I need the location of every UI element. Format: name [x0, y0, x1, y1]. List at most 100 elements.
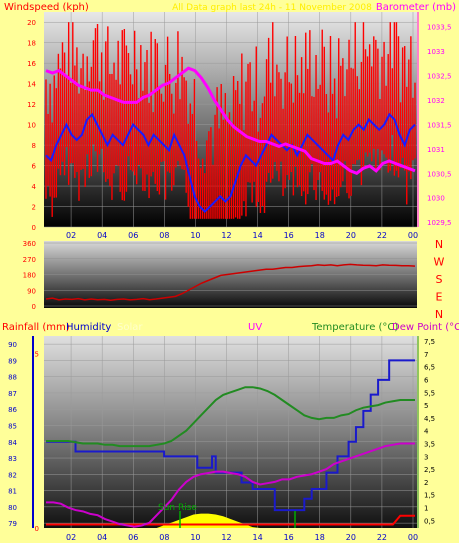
windspeed-tick-label: 2 — [32, 204, 36, 212]
direction-tick-label: 360 — [23, 240, 36, 248]
windspeed-tick-label: 0 — [32, 224, 36, 232]
barometer-axis-title: Barometer (mb) — [376, 2, 456, 13]
windspeed-axis-title: Windspeed (kph) — [4, 2, 89, 13]
direction-axis-ticks: 0 90 180 270 360 — [23, 240, 36, 311]
x-tick-label: 14 — [252, 533, 262, 542]
humidity-axis-ticks: 79 80 81 82 83 84 85 86 87 88 89 90 — [8, 341, 17, 528]
barometer-axis-ticks: 1029,5 1030 1030,5 1031 1031,5 1032 1032,5 1033… — [427, 24, 452, 227]
windspeed-axis-ticks: 0 2 4 6 8 10 12 14 16 18 20 — [27, 19, 36, 232]
humidity-tick-label: 85 — [8, 422, 17, 430]
chart-title: All Data graph last 24h - 11 November 20… — [172, 3, 372, 13]
direction-tick-label: 0 — [32, 303, 36, 311]
x-tick-label: 06 — [128, 533, 138, 542]
x-tick-label: 22 — [377, 231, 387, 240]
compass-letter: W — [434, 256, 445, 269]
dewpoint-axis-title: Dew Point (°C) — [392, 322, 459, 333]
temp-tick-label: 5 — [424, 402, 428, 410]
humidity-tick-label: 90 — [8, 341, 17, 349]
barometer-tick-label: 1030 — [427, 195, 445, 203]
rainfall-axis-title: Rainfall (mm) — [2, 322, 70, 333]
humidity-line — [46, 359, 415, 512]
temperature-axis-title: Temperature (°C) — [311, 322, 398, 333]
temp-tick-label: 5,5 — [424, 389, 435, 397]
humidity-tick-label: 80 — [8, 504, 17, 512]
uv-axis-title: UV — [248, 322, 262, 333]
x-tick-label: 16 — [284, 231, 294, 240]
barometer-tick-label: 1030,5 — [427, 170, 452, 178]
rain-tick-label: 5 — [35, 350, 39, 358]
temp-tick-label: 1 — [424, 505, 428, 513]
x-tick-label: 08 — [159, 533, 169, 542]
x-tick-label: 02 — [66, 231, 76, 240]
windspeed-tick-label: 14 — [27, 81, 36, 89]
solar-axis-title: Solar — [117, 322, 143, 333]
x-tick-label: 02 — [66, 533, 76, 542]
x-tick-label: 20 — [346, 533, 356, 542]
temp-tick-label: 0,5 — [424, 517, 435, 525]
x-tick-label: 22 — [377, 533, 387, 542]
temp-tick-label: 3 — [424, 453, 428, 461]
humidity-tick-label: 82 — [8, 471, 17, 479]
windspeed-line — [45, 112, 416, 214]
x-tick-label: 18 — [315, 231, 325, 240]
humidity-tick-label: 88 — [8, 374, 17, 382]
temp-tick-label: 3,5 — [424, 441, 435, 449]
rain-axis-ticks: 05 — [35, 350, 39, 533]
x-tick-label: 10 — [190, 533, 200, 542]
humidity-tick-label: 86 — [8, 406, 17, 414]
humidity-tick-label: 83 — [8, 455, 17, 463]
compass-letter: S — [436, 273, 443, 286]
temp-tick-label: 7,5 — [424, 338, 435, 346]
compass-letter: E — [436, 291, 443, 304]
solar-area — [46, 513, 415, 528]
temp-tick-label: 7 — [424, 351, 428, 359]
windspeed-tick-label: 12 — [27, 101, 36, 109]
x-tick-label: 06 — [128, 231, 138, 240]
x-tick-label: 00 — [408, 231, 418, 240]
direction-tick-label: 270 — [23, 256, 36, 264]
windspeed-tick-label: 6 — [32, 163, 37, 171]
wind-x-axis-ticks: 02 04 06 08 10 12 14 16 18 20 22 00 — [66, 231, 418, 240]
windspeed-tick-label: 10 — [27, 122, 36, 130]
humidity-tick-label: 81 — [8, 488, 17, 496]
windspeed-tick-label: 8 — [32, 142, 36, 150]
temp-tick-label: 4 — [424, 428, 429, 436]
barometer-line — [45, 66, 416, 175]
temp-tick-label: 6,5 — [424, 364, 435, 372]
barometer-tick-label: 1033,5 — [427, 24, 452, 32]
x-tick-label: 18 — [315, 533, 325, 542]
temp-tick-label: 6 — [424, 377, 429, 385]
x-tick-label: 10 — [190, 231, 200, 240]
temp-tick-label: 1,5 — [424, 492, 435, 500]
barometer-tick-label: 1032,5 — [427, 73, 452, 81]
humidity-tick-label: 79 — [8, 520, 17, 528]
humidity-tick-label: 87 — [8, 390, 17, 398]
barometer-tick-label: 1033 — [427, 48, 445, 56]
x-tick-label: 12 — [221, 231, 231, 240]
x-tick-label: 14 — [252, 231, 262, 240]
dewpoint-line — [46, 442, 415, 528]
rainfall-line — [46, 514, 415, 526]
x-tick-label: 00 — [408, 533, 418, 542]
direction-tick-label: 180 — [23, 272, 36, 280]
sunrise-label: Sun Rise — [158, 503, 197, 513]
humidity-axis-title: Humidity — [66, 322, 111, 333]
compass-letter: N — [435, 238, 443, 251]
temp-tick-label: 2 — [424, 479, 428, 487]
barometer-tick-label: 1031 — [427, 146, 445, 154]
humidity-tick-label: 89 — [8, 357, 17, 365]
x-tick-label: 16 — [284, 533, 294, 542]
x-tick-label: 04 — [97, 231, 107, 240]
x-tick-label: 08 — [159, 231, 169, 240]
x-tick-label: 04 — [97, 533, 107, 542]
windspeed-tick-label: 4 — [32, 183, 37, 191]
windspeed-tick-label: 20 — [27, 19, 36, 27]
rain-tick-label: 0 — [35, 525, 39, 533]
barometer-tick-label: 1029,5 — [427, 219, 452, 227]
windspeed-tick-label: 18 — [27, 40, 36, 48]
wind-direction-line — [45, 263, 416, 301]
humidity-tick-label: 84 — [8, 439, 17, 447]
x-tick-label: 12 — [221, 533, 231, 542]
